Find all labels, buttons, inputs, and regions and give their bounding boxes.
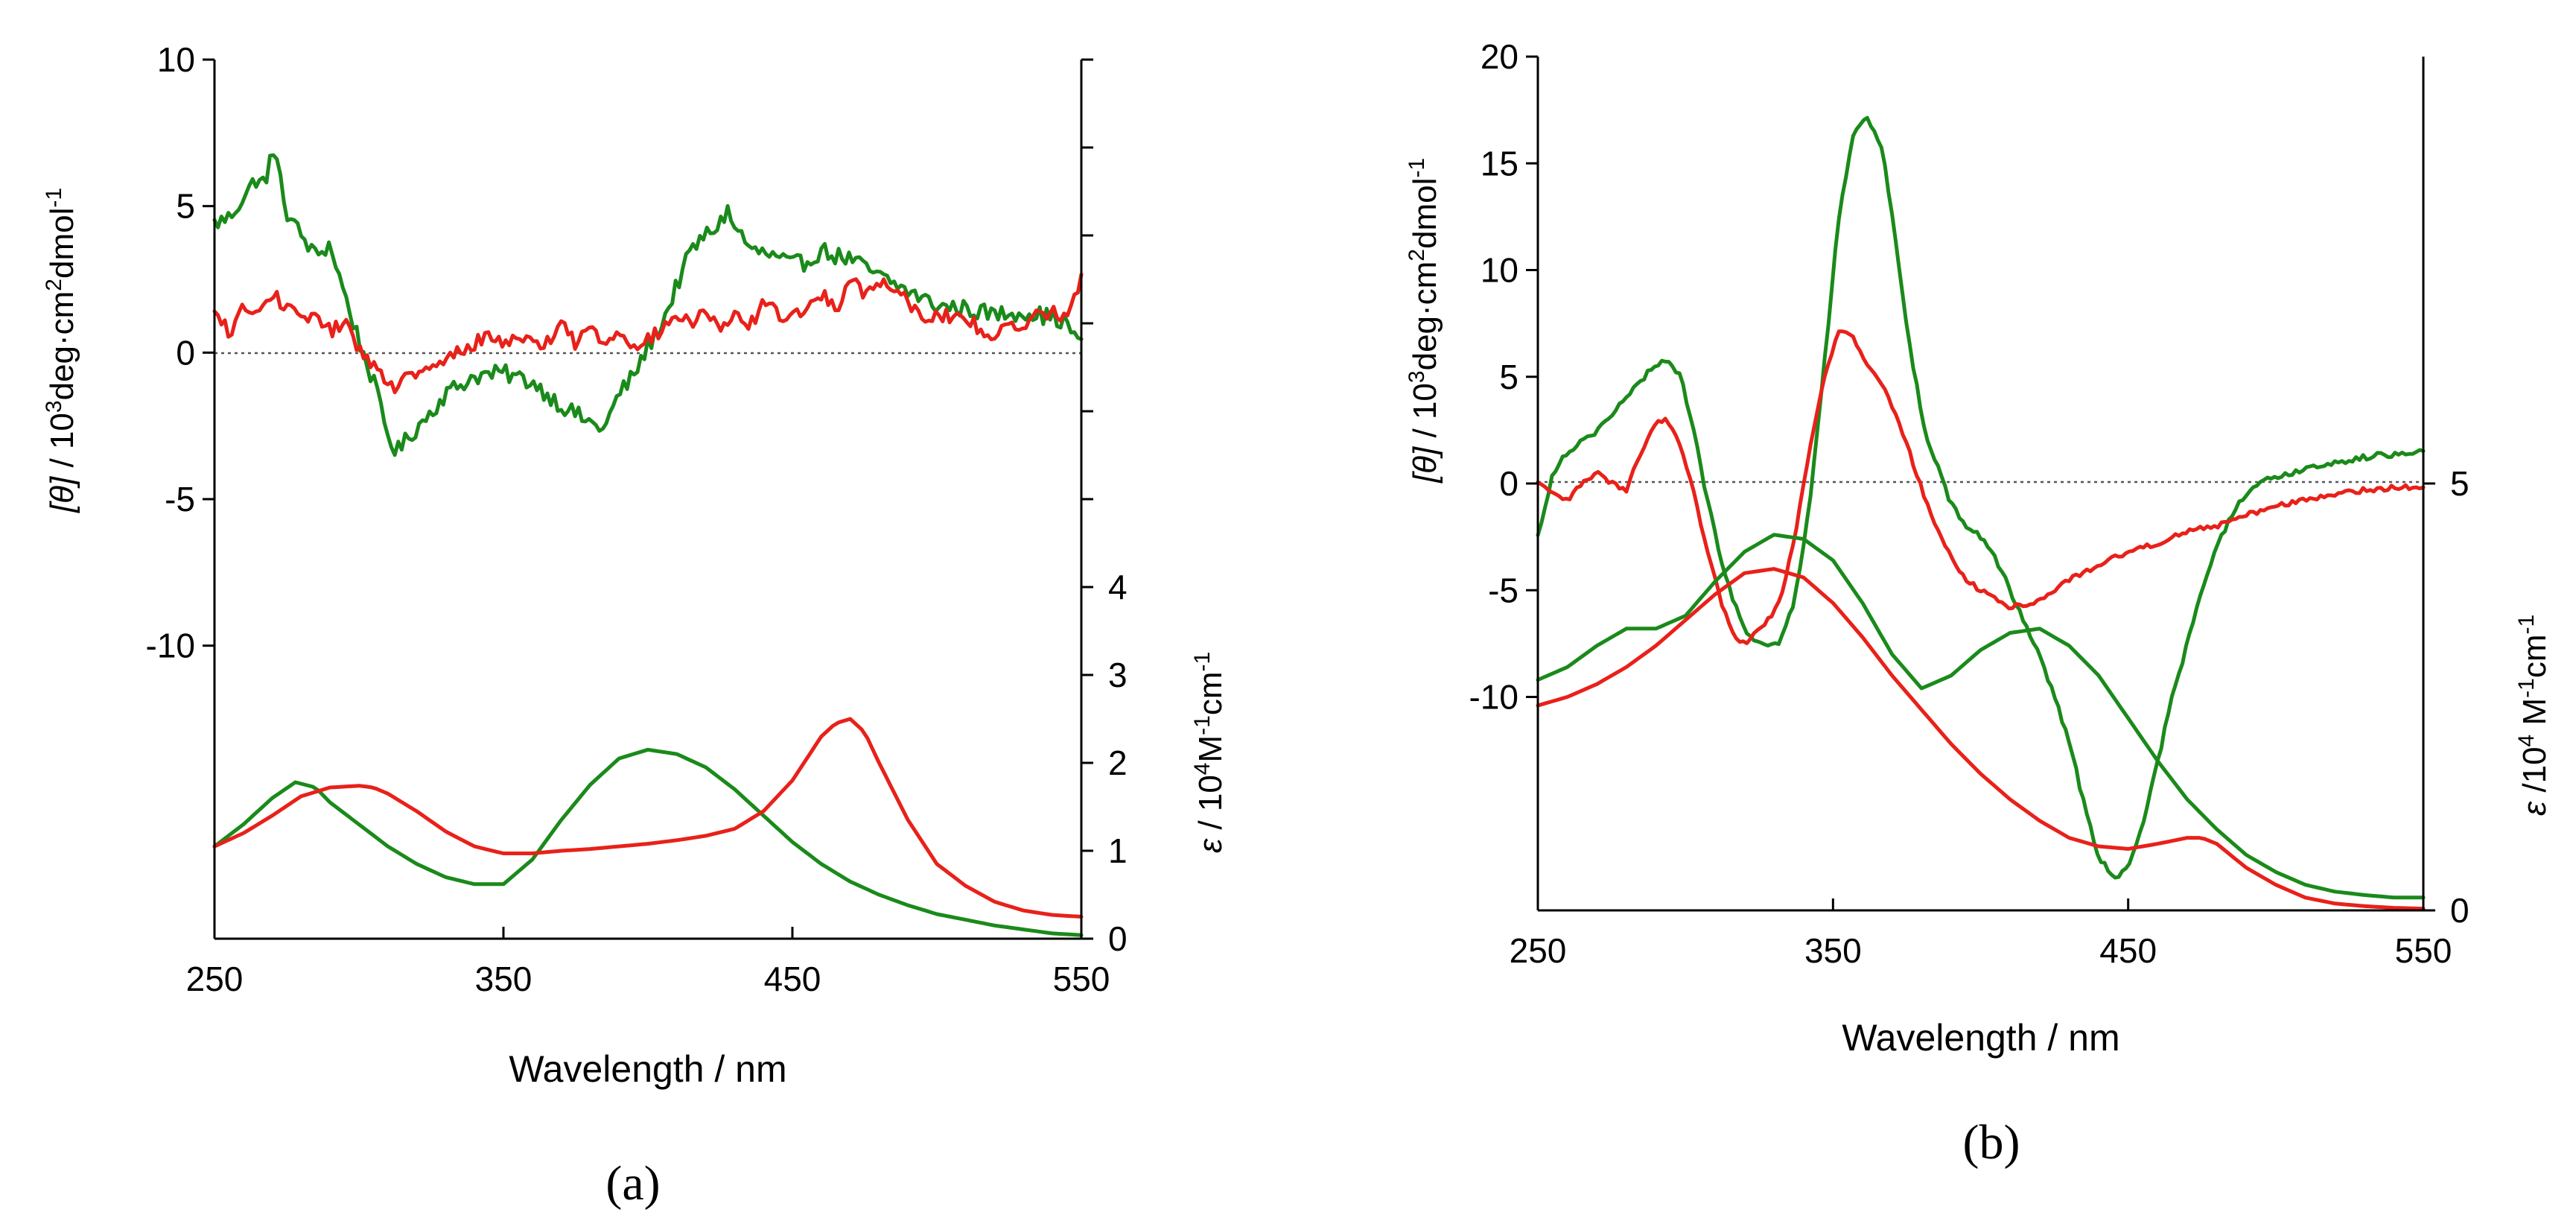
panel-b-x-ticks: 250 350 450 550 bbox=[1510, 898, 2452, 970]
panel-b-x-tick-label: 350 bbox=[1804, 931, 1862, 970]
panel-a-x-ticks: 250 350 450 550 bbox=[186, 927, 1110, 998]
panel-b-x-tick-label: 450 bbox=[2099, 931, 2157, 970]
panel-a-cd-tick-label: -10 bbox=[146, 627, 195, 665]
panel-a-cd-tick-label: -5 bbox=[165, 480, 195, 519]
panel-b-red-cd-line bbox=[1536, 329, 2426, 645]
panel-b-cd-tick-label: 0 bbox=[1499, 464, 1518, 503]
panel-a-abs-tick-label: 4 bbox=[1108, 568, 1128, 606]
panel-a-red-cd-line bbox=[212, 272, 1084, 395]
panel-a: 250 350 450 550 -10 -5 0 5 10 0 1 2 3 4 Wavelength … bbox=[42, 40, 1230, 1211]
panel-a-green-absorption-line bbox=[212, 747, 1084, 937]
panel-a-cd-axis-label: [θ] / 103deg·cm2dmol-1 bbox=[42, 188, 81, 513]
panel-a-x-tick-label: 350 bbox=[475, 960, 532, 998]
panel-a-cd-tick-label: 0 bbox=[176, 333, 195, 372]
panel-a-abs-axis-label: ε / 104M-1cm-1 bbox=[1190, 652, 1230, 853]
panel-b-x-tick-label: 250 bbox=[1510, 931, 1567, 970]
panel-a-x-tick-label: 250 bbox=[186, 960, 244, 998]
panel-b-abs-tick-label: 5 bbox=[2450, 464, 2470, 503]
panel-a-cd-tick-label: 5 bbox=[176, 187, 195, 226]
panel-b-cd-tick-label: 15 bbox=[1481, 144, 1518, 183]
panel-b-cd-axis-label: [θ] / 103deg·cm2dmol-1 bbox=[1405, 158, 1444, 483]
panel-a-abs-tick-label: 0 bbox=[1108, 919, 1128, 958]
panel-b-cd-tick-label: -5 bbox=[1488, 571, 1518, 609]
panel-b-cd-tick-label: -10 bbox=[1469, 678, 1518, 717]
panel-b-series-group bbox=[1536, 115, 2426, 911]
panel-a-green-cd-line bbox=[212, 153, 1084, 457]
panel-b-label: (b) bbox=[1963, 1115, 2020, 1170]
panel-b-x-axis-label: Wavelength / nm bbox=[1842, 1017, 2119, 1059]
panel-a-x-tick-label: 550 bbox=[1053, 960, 1110, 998]
panel-a-red-absorption-line bbox=[212, 717, 1084, 919]
panel-a-cd-tick-label: 10 bbox=[157, 40, 195, 79]
panel-b-left-ticks: -10 -5 0 5 10 15 20 bbox=[1469, 37, 1538, 717]
panel-a-abs-tick-label: 3 bbox=[1108, 656, 1128, 694]
panel-b-abs-axis-label: ε /104 M-1cm-1 bbox=[2514, 615, 2554, 816]
panel-a-right-ticks: 0 1 2 3 4 bbox=[1081, 58, 1128, 958]
panel-a-x-axis-label: Wavelength / nm bbox=[509, 1048, 786, 1090]
panel-a-abs-tick-label: 2 bbox=[1108, 744, 1128, 782]
panel-b-green-cd-line bbox=[1536, 115, 2426, 880]
panel-a-left-ticks: -10 -5 0 5 10 bbox=[146, 40, 214, 665]
panel-a-abs-tick-label: 1 bbox=[1108, 831, 1128, 870]
panel-b-abs-tick-label: 0 bbox=[2450, 891, 2470, 930]
panel-b-x-tick-label: 550 bbox=[2395, 931, 2452, 970]
panel-b-cd-tick-label: 10 bbox=[1481, 251, 1518, 290]
panel-a-series-group bbox=[212, 153, 1084, 937]
panel-b-cd-tick-label: 20 bbox=[1481, 37, 1518, 76]
panel-a-label: (a) bbox=[605, 1156, 660, 1211]
panel-b-red-absorption-line bbox=[1536, 567, 2426, 911]
panel-b-right-ticks: 05 bbox=[2423, 464, 2470, 930]
panel-b-green-absorption-line bbox=[1536, 533, 2426, 900]
panel-a-x-tick-label: 450 bbox=[764, 960, 821, 998]
panel-b-cd-tick-label: 5 bbox=[1499, 358, 1518, 396]
